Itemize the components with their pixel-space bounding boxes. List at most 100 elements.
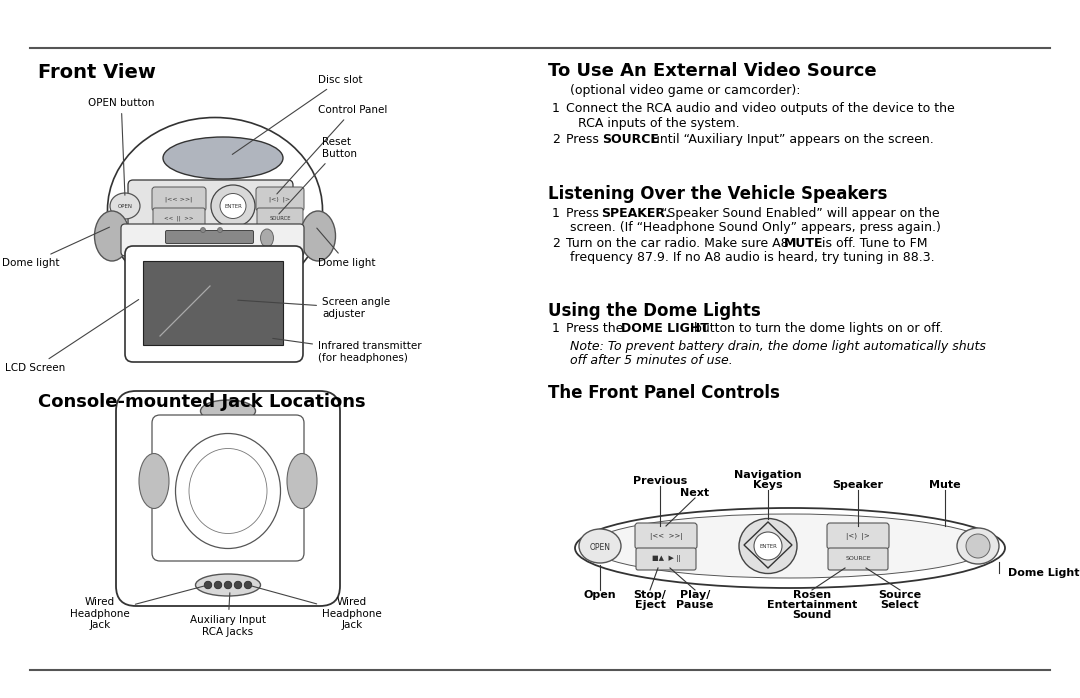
Ellipse shape (260, 229, 273, 247)
Ellipse shape (110, 193, 140, 219)
Ellipse shape (163, 137, 283, 179)
Ellipse shape (95, 211, 130, 261)
Text: |<<  >>|: |<< >>| (650, 533, 683, 540)
Text: Control Panel: Control Panel (276, 105, 388, 194)
Text: Keys: Keys (753, 480, 783, 490)
Text: screen. (If “Headphone Sound Only” appears, press again.): screen. (If “Headphone Sound Only” appea… (570, 221, 941, 234)
Text: Play/: Play/ (679, 590, 711, 600)
Text: 1: 1 (552, 322, 559, 335)
Text: |<< >>|: |<< >>| (165, 196, 192, 202)
Text: ■▲  ▶ ||: ■▲ ▶ || (651, 556, 680, 563)
Text: off after 5 minutes of use.: off after 5 minutes of use. (570, 354, 732, 367)
Text: (optional video game or camcorder):: (optional video game or camcorder): (570, 84, 800, 97)
FancyBboxPatch shape (257, 208, 303, 228)
Text: SOURCE: SOURCE (269, 216, 291, 221)
Ellipse shape (590, 514, 990, 578)
Text: Sound: Sound (793, 610, 832, 620)
Ellipse shape (195, 574, 260, 596)
Text: Listening Over the Vehicle Speakers: Listening Over the Vehicle Speakers (548, 185, 888, 203)
Text: Previous: Previous (633, 476, 687, 486)
Text: LCD Screen: LCD Screen (4, 299, 138, 373)
Text: frequency 87.9. If no A8 audio is heard, try tuning in 88.3.: frequency 87.9. If no A8 audio is heard,… (570, 251, 934, 264)
Ellipse shape (300, 211, 336, 261)
Circle shape (754, 532, 782, 560)
FancyBboxPatch shape (165, 230, 254, 244)
Ellipse shape (739, 519, 797, 574)
FancyBboxPatch shape (827, 523, 889, 549)
Ellipse shape (220, 193, 246, 218)
Bar (143, 261, 283, 345)
FancyBboxPatch shape (256, 187, 303, 211)
Circle shape (217, 228, 222, 232)
Text: Source: Source (878, 590, 921, 600)
Text: Dome light: Dome light (2, 227, 109, 268)
Text: Screen angle
adjuster: Screen angle adjuster (238, 297, 390, 319)
Ellipse shape (579, 529, 621, 563)
Circle shape (244, 581, 252, 589)
Text: Wired
Headphone
Jack: Wired Headphone Jack (251, 586, 382, 630)
Text: <<  ||  >>: << || >> (164, 215, 193, 221)
Text: OPEN button: OPEN button (87, 98, 154, 195)
Text: OPEN: OPEN (590, 542, 610, 551)
FancyBboxPatch shape (152, 415, 303, 561)
Ellipse shape (139, 454, 168, 509)
Circle shape (234, 581, 242, 589)
Text: Select: Select (880, 600, 919, 610)
Text: 2: 2 (552, 133, 559, 146)
Circle shape (214, 581, 221, 589)
Text: “Speaker Sound Enabled” will appear on the: “Speaker Sound Enabled” will appear on t… (653, 207, 940, 220)
Circle shape (201, 228, 205, 232)
Text: Console-mounted Jack Locations: Console-mounted Jack Locations (38, 393, 366, 411)
FancyBboxPatch shape (129, 180, 293, 232)
Ellipse shape (287, 454, 318, 509)
FancyBboxPatch shape (636, 548, 696, 570)
Text: Infrared transmitter
(for headphones): Infrared transmitter (for headphones) (273, 339, 421, 363)
Text: |<)  |>: |<) |> (269, 196, 291, 202)
Text: Auxiliary Input
RCA Jacks: Auxiliary Input RCA Jacks (190, 593, 266, 637)
FancyBboxPatch shape (121, 224, 303, 256)
Text: Stop/: Stop/ (634, 590, 666, 600)
Text: is off. Tune to FM: is off. Tune to FM (818, 237, 928, 250)
Ellipse shape (957, 528, 999, 564)
Text: Navigation: Navigation (734, 470, 801, 480)
Circle shape (225, 581, 232, 589)
Text: Disc slot: Disc slot (232, 75, 363, 154)
Text: Using the Dome Lights: Using the Dome Lights (548, 302, 760, 320)
FancyBboxPatch shape (125, 246, 303, 362)
Text: |<)  |>: |<) |> (846, 533, 869, 540)
Text: OPEN: OPEN (118, 205, 133, 209)
Text: Note: To prevent battery drain, the dome light automatically shuts: Note: To prevent battery drain, the dome… (570, 340, 986, 353)
Circle shape (204, 581, 212, 589)
Text: ENTER: ENTER (224, 205, 242, 209)
Text: Entertainment: Entertainment (767, 600, 858, 610)
Text: Open: Open (583, 590, 617, 600)
Ellipse shape (211, 185, 255, 227)
Text: ENTER: ENTER (759, 544, 777, 549)
Ellipse shape (575, 508, 1005, 588)
FancyBboxPatch shape (152, 187, 206, 211)
Text: Next: Next (680, 488, 710, 498)
Text: Press: Press (566, 133, 603, 146)
Text: Connect the RCA audio and video outputs of the device to the
   RCA inputs of th: Connect the RCA audio and video outputs … (566, 102, 955, 130)
Text: SOURCE: SOURCE (602, 133, 659, 146)
Text: To Use An External Video Source: To Use An External Video Source (548, 62, 877, 80)
Text: SOURCE: SOURCE (846, 556, 870, 561)
Text: DOME LIGHT: DOME LIGHT (621, 322, 708, 335)
Text: Dome Light: Dome Light (1008, 568, 1080, 578)
Text: Eject: Eject (635, 600, 665, 610)
Text: button to turn the dome lights on or off.: button to turn the dome lights on or off… (690, 322, 943, 335)
FancyBboxPatch shape (153, 208, 205, 228)
Text: Reset
Button: Reset Button (279, 138, 357, 214)
Text: Press the: Press the (566, 322, 627, 335)
FancyBboxPatch shape (635, 523, 697, 549)
Text: Pause: Pause (676, 600, 714, 610)
FancyBboxPatch shape (828, 548, 888, 570)
Text: 1: 1 (552, 102, 559, 115)
Text: Press: Press (566, 207, 603, 220)
Text: Front View: Front View (38, 63, 156, 82)
Text: Turn on the car radio. Make sure A8: Turn on the car radio. Make sure A8 (566, 237, 793, 250)
Text: 2: 2 (552, 237, 559, 250)
Text: The Front Panel Controls: The Front Panel Controls (548, 384, 780, 402)
Text: Speaker: Speaker (833, 480, 883, 490)
Circle shape (966, 534, 990, 558)
